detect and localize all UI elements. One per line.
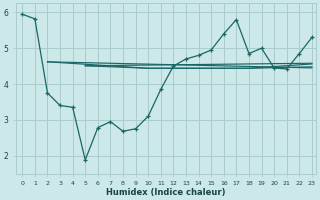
X-axis label: Humidex (Indice chaleur): Humidex (Indice chaleur) <box>106 188 226 197</box>
